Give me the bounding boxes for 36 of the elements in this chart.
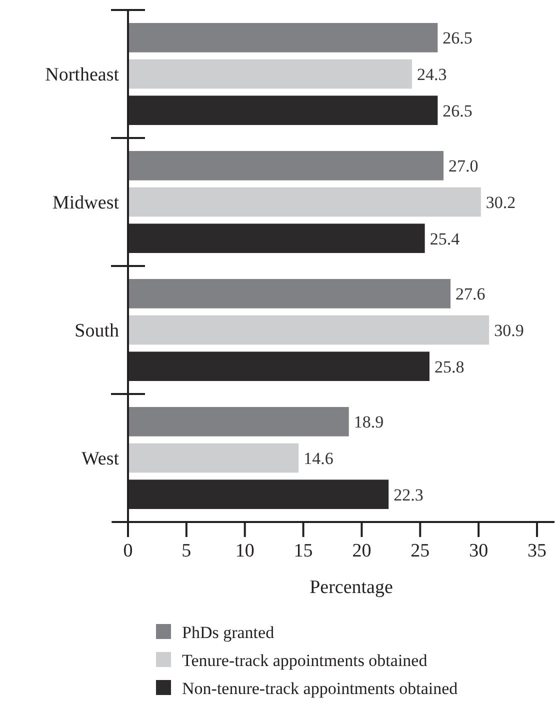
y-tick-label: Northeast bbox=[45, 64, 120, 86]
legend-label: Tenure-track appointments obtained bbox=[182, 650, 428, 670]
text: 24.3 bbox=[416, 64, 447, 84]
text: 25.8 bbox=[434, 357, 464, 376]
text: 27.0 bbox=[448, 156, 478, 176]
y-tick-label: South bbox=[74, 320, 120, 342]
x-tick-label: 25 bbox=[410, 540, 430, 562]
text: 27.6 bbox=[456, 284, 486, 304]
x-tick-label: 15 bbox=[294, 540, 313, 562]
text: 25.4 bbox=[430, 229, 460, 248]
y-tick-label: West bbox=[81, 448, 120, 470]
bar bbox=[128, 407, 349, 436]
text: 26.5 bbox=[442, 28, 472, 48]
text: 22.3 bbox=[394, 485, 424, 504]
x-tick-label: 10 bbox=[235, 540, 254, 562]
bar bbox=[128, 187, 481, 217]
x-tick-label: 20 bbox=[352, 540, 372, 562]
text: 26.5 bbox=[442, 101, 472, 120]
x-tick-label: 35 bbox=[528, 540, 546, 562]
bar bbox=[128, 279, 451, 308]
x-axis-title: Percentage bbox=[310, 577, 393, 598]
text: 14.6 bbox=[304, 448, 334, 468]
bar bbox=[128, 151, 444, 180]
x-tick-label: 30 bbox=[469, 540, 488, 562]
bar bbox=[128, 315, 490, 345]
x-tick-label: 0 bbox=[123, 540, 133, 562]
bar bbox=[128, 23, 438, 52]
legend-label: Non-tenure-track appointments obtained bbox=[182, 678, 458, 698]
legend-label: PhDs granted bbox=[182, 622, 275, 642]
text: 30.9 bbox=[494, 320, 524, 340]
bar bbox=[128, 59, 412, 89]
y-tick-label: Midwest bbox=[52, 192, 120, 214]
text: 30.2 bbox=[486, 192, 516, 212]
bar bbox=[128, 443, 299, 473]
text: 18.9 bbox=[354, 412, 384, 432]
x-tick-label: 5 bbox=[182, 540, 192, 562]
